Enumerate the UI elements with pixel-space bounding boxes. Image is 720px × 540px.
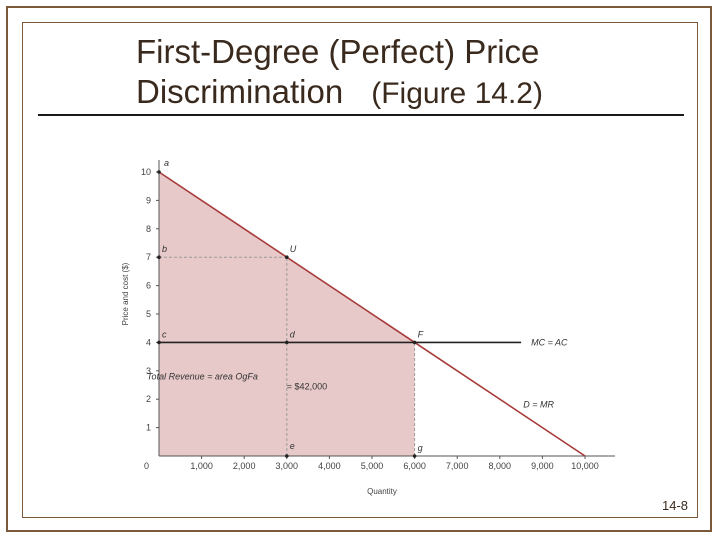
point-a — [157, 170, 161, 174]
series-label-mc-ac: MC = AC — [531, 337, 568, 347]
y-tick-label: 2 — [146, 394, 151, 404]
annotation-0: Total Revenue = area OgFa — [147, 371, 258, 381]
point-label-b: b — [162, 244, 167, 254]
y-tick-label: 8 — [146, 224, 151, 234]
x-tick-label: 7,000 — [446, 461, 469, 471]
annotation-1: = $42,000 — [287, 381, 327, 391]
slide-title: First-Degree (Perfect) Price Discriminat… — [136, 32, 543, 114]
point-e — [285, 454, 289, 458]
title-divider — [38, 114, 684, 116]
x-tick-label: 6,000 — [403, 461, 426, 471]
y-tick-label: 7 — [146, 252, 151, 262]
y-tick-label: 5 — [146, 309, 151, 319]
point-c — [157, 340, 161, 345]
x-tick-label: 1,000 — [190, 461, 213, 471]
point-F — [412, 340, 417, 345]
title-figure-ref: (Figure 14.2) — [371, 77, 543, 110]
y-tick-label: 3 — [146, 366, 151, 376]
x-tick-label: 10,000 — [571, 461, 599, 471]
x-tick-label: 3,000 — [276, 461, 299, 471]
point-label-g: g — [418, 443, 423, 453]
slide-inner-frame — [22, 22, 698, 518]
y-tick-label: 10 — [141, 167, 151, 177]
x-tick-label: 5,000 — [361, 461, 384, 471]
slide-number: 14-8 — [662, 498, 689, 513]
title-line-2: Discrimination — [136, 73, 344, 110]
point-label-a: a — [164, 158, 169, 168]
title-line-1: First-Degree (Perfect) Price — [136, 33, 540, 70]
y-axis-label: Price and cost ($) — [121, 262, 130, 325]
point-U — [285, 255, 289, 259]
x-tick-label: 2,000 — [233, 461, 256, 471]
x-axis-label: Quantity — [367, 487, 397, 496]
y-tick-label: 1 — [146, 423, 151, 433]
series-line-0 — [158, 171, 586, 457]
point-d — [285, 340, 289, 345]
point-label-F: F — [418, 329, 424, 339]
y-tick-label: 9 — [146, 195, 151, 205]
point-label-e: e — [290, 441, 295, 451]
point-label-U: U — [290, 244, 297, 254]
point-label-c: c — [162, 329, 167, 339]
point-g — [412, 454, 417, 458]
origin-label: 0 — [144, 461, 149, 471]
slide-outer-frame — [6, 6, 712, 532]
series-label-demand: D = MR — [523, 400, 554, 410]
y-tick-label: 6 — [146, 281, 151, 291]
point-b — [157, 255, 161, 259]
x-tick-label: 9,000 — [531, 461, 554, 471]
x-tick-label: 8,000 — [489, 461, 512, 471]
x-tick-label: 4,000 — [318, 461, 341, 471]
point-label-d: d — [290, 329, 296, 339]
y-tick-label: 4 — [146, 337, 151, 347]
